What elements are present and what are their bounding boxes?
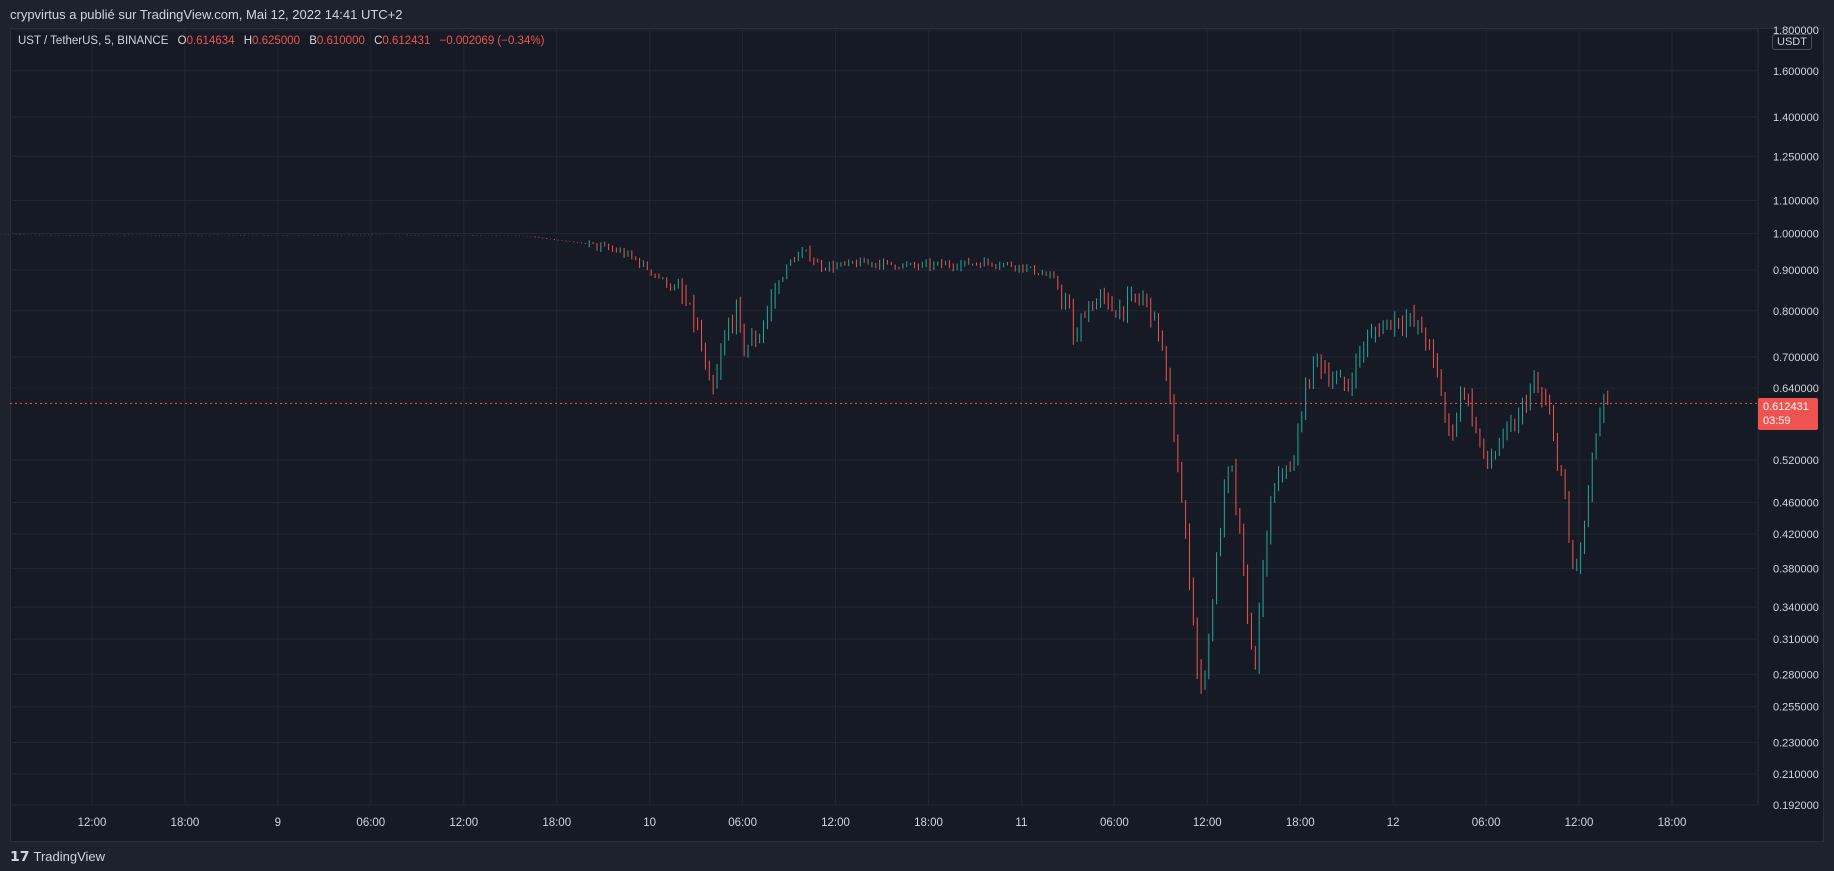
tradingview-logo[interactable]: 𝟭𝟳 TradingView [10,848,105,865]
time-tick-label: 12:00 [1193,817,1222,829]
time-tick-label: 11 [1015,817,1027,829]
time-tick-label: 18:00 [1286,817,1315,829]
open-value: 0.614634 [186,35,235,47]
price-tick-label: 0.700000 [1773,352,1819,364]
price-tick-label: 0.420000 [1773,529,1819,541]
price-tick-label: 0.310000 [1773,634,1819,646]
published-by-text: crypvirtus a publié sur TradingView.com,… [10,7,403,22]
price-tick-label: 0.340000 [1773,602,1819,614]
price-tick-label: 0.255000 [1773,702,1819,714]
candles [0,234,1609,694]
price-tick-label: 0.460000 [1773,497,1819,509]
price-tick-label: 1.400000 [1773,112,1819,124]
change-value: −0.002069 (−0.34%) [439,35,545,47]
price-tick-label: 0.900000 [1773,265,1819,277]
price-tick-label: 0.280000 [1773,669,1819,681]
ohlc-legend[interactable]: UST / TetherUS, 5, BINANCE O0.614634 H0.… [18,35,544,47]
tradingview-brand: TradingView [33,849,106,864]
time-axis: 12:00 18:00 9 06:00 12:00 18:00 10 06:00 12:00 18… [78,817,1687,829]
last-price-value: 0.612431 [1763,401,1809,413]
time-tick-label: 18:00 [1658,817,1687,829]
symbol-label[interactable]: UST / TetherUS, 5, BINANCE [18,35,169,47]
currency-unit-badge[interactable]: USDT [1772,34,1812,50]
time-tick-label: 9 [275,817,281,829]
time-tick-label: 18:00 [542,817,571,829]
high-key: H [243,35,253,47]
time-tick-label: 06:00 [1100,817,1129,829]
low-value: 0.610000 [316,35,365,47]
time-tick-label: 12:00 [449,817,478,829]
price-tick-label: 0.380000 [1773,564,1819,576]
price-tick-label: 1.600000 [1773,66,1819,78]
price-axis: 1.8000001.6000001.4000001.2500001.100000… [1773,25,1819,812]
price-tick-label: 0.230000 [1773,737,1819,749]
footer-bar [0,842,1834,871]
price-tick-label: 1.000000 [1773,229,1819,241]
time-tick-label: 06:00 [728,817,757,829]
last-price-tag: 0.612431 03:59 [1758,398,1818,430]
time-tick-label: 12:00 [78,817,107,829]
close-key: C [374,35,383,47]
price-tick-label: 0.640000 [1773,383,1819,395]
price-tick-label: 1.250000 [1773,151,1819,163]
high-value: 0.625000 [252,35,301,47]
time-tick-label: 12:00 [821,817,850,829]
time-tick-label: 12:00 [1565,817,1594,829]
price-tick-label: 0.800000 [1773,306,1819,318]
time-tick-label: 12 [1387,817,1400,829]
time-tick-label: 10 [643,817,656,829]
price-tick-label: 0.210000 [1773,769,1819,781]
price-tick-label: 1.100000 [1773,196,1819,208]
price-tick-label: 0.520000 [1773,455,1819,467]
close-value: 0.612431 [382,35,431,47]
time-tick-label: 18:00 [914,817,943,829]
tradingview-logo-icon: 𝟭𝟳 [10,848,30,864]
low-key: B [309,35,317,47]
top-bar: crypvirtus a publié sur TradingView.com,… [0,0,1834,28]
time-tick-label: 06:00 [356,817,385,829]
chart-grid [10,29,1758,806]
time-tick-label: 18:00 [171,817,200,829]
price-tick-label: 0.192000 [1773,800,1819,812]
bar-countdown: 03:59 [1763,415,1791,427]
time-tick-label: 06:00 [1472,817,1501,829]
open-key: O [177,35,187,47]
